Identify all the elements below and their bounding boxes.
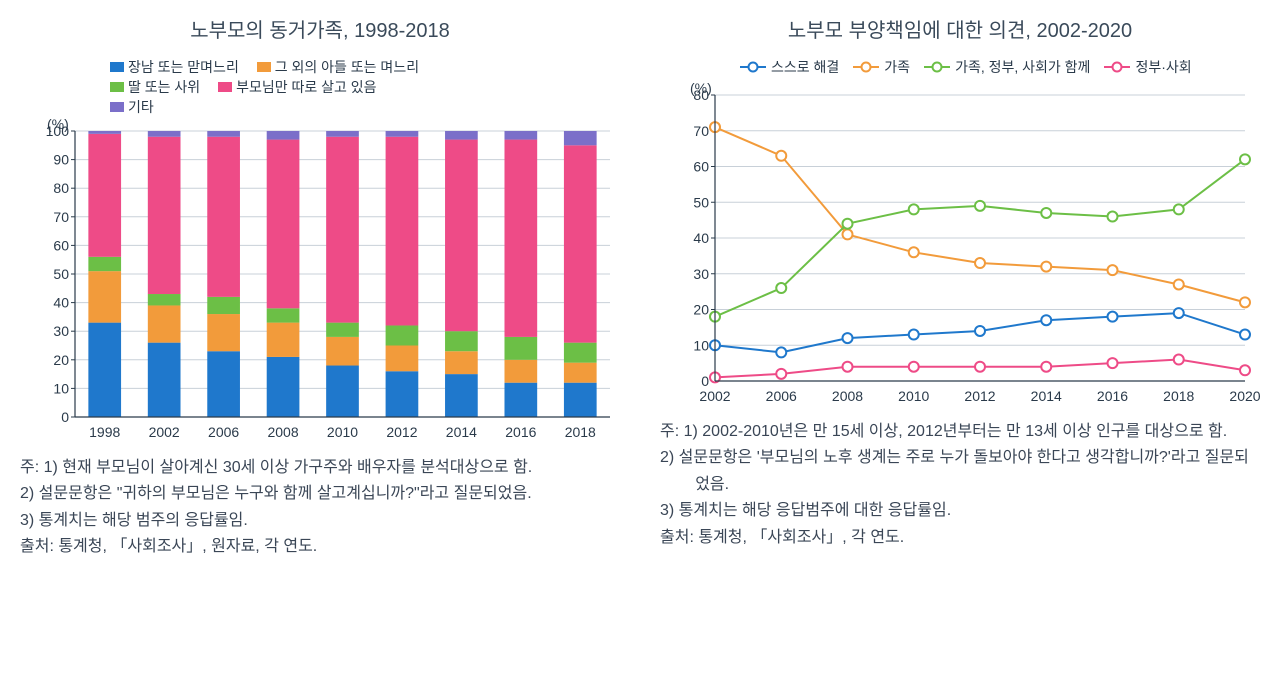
svg-text:2008: 2008: [832, 388, 863, 404]
note-line: 주: 1) 현재 부모님이 살아계신 30세 이상 가구주와 배우자를 분석대상…: [20, 455, 620, 481]
right-chart: (%)0102030405060708020022006200820102012…: [660, 81, 1260, 411]
left-legend: 장남 또는 맏며느리 그 외의 아들 또는 며느리 딸 또는 사위 부모님만 따…: [110, 57, 620, 117]
svg-text:20: 20: [53, 352, 69, 368]
legend-label: 딸 또는 사위: [128, 77, 200, 97]
note-line: 3) 통계치는 해당 응답범주에 대한 응답률임.: [660, 498, 1260, 524]
legend-item: 딸 또는 사위: [110, 77, 200, 97]
svg-text:1998: 1998: [89, 424, 120, 440]
legend-item: 그 외의 아들 또는 며느리: [257, 57, 419, 77]
svg-text:2006: 2006: [766, 388, 797, 404]
note-line: 주: 1) 2002-2010년은 만 15세 이상, 2012년부터는 만 1…: [660, 419, 1260, 445]
legend-item: 가족, 정부, 사회가 함께: [924, 57, 1090, 77]
svg-text:2018: 2018: [565, 424, 596, 440]
legend-label: 그 외의 아들 또는 며느리: [275, 57, 419, 77]
right-panel: 노부모 부양책임에 대한 의견, 2002-2020 스스로 해결 가족 가족, 정…: [660, 10, 1260, 561]
svg-text:80: 80: [693, 87, 709, 103]
right-notes: 주: 1) 2002-2010년은 만 15세 이상, 2012년부터는 만 1…: [660, 419, 1260, 551]
legend-item: 장남 또는 맏며느리: [110, 57, 239, 77]
svg-text:2014: 2014: [1031, 388, 1062, 404]
svg-text:40: 40: [53, 295, 69, 311]
svg-text:2012: 2012: [386, 424, 417, 440]
svg-text:10: 10: [693, 337, 709, 353]
svg-text:2002: 2002: [149, 424, 180, 440]
svg-text:30: 30: [53, 323, 69, 339]
legend-item: 정부·사회: [1104, 57, 1191, 77]
svg-text:2016: 2016: [505, 424, 536, 440]
legend-item: 스스로 해결: [740, 57, 839, 77]
svg-text:2002: 2002: [699, 388, 730, 404]
svg-text:0: 0: [61, 409, 69, 425]
svg-text:2016: 2016: [1097, 388, 1128, 404]
svg-text:2012: 2012: [964, 388, 995, 404]
right-legend: 스스로 해결 가족 가족, 정부, 사회가 함께 정부·사회: [740, 57, 1260, 77]
svg-text:70: 70: [693, 123, 709, 139]
svg-text:2010: 2010: [327, 424, 358, 440]
svg-text:2010: 2010: [898, 388, 929, 404]
svg-text:20: 20: [693, 302, 709, 318]
svg-text:100: 100: [46, 123, 70, 139]
svg-text:10: 10: [53, 380, 69, 396]
svg-text:2020: 2020: [1229, 388, 1260, 404]
charts-row: 노부모의 동거가족, 1998-2018 장남 또는 맏며느리 그 외의 아들 …: [20, 10, 1260, 561]
svg-text:70: 70: [53, 209, 69, 225]
note-source: 출처: 통계청, 「사회조사」, 원자료, 각 연도.: [20, 534, 620, 560]
svg-text:2006: 2006: [208, 424, 239, 440]
note-source: 출처: 통계청, 「사회조사」, 각 연도.: [660, 525, 1260, 551]
left-panel: 노부모의 동거가족, 1998-2018 장남 또는 맏며느리 그 외의 아들 …: [20, 10, 620, 561]
legend-item: 기타: [110, 97, 154, 117]
legend-item: 부모님만 따로 살고 있음: [218, 77, 376, 97]
svg-text:2014: 2014: [446, 424, 477, 440]
svg-text:60: 60: [53, 237, 69, 253]
svg-text:50: 50: [53, 266, 69, 282]
legend-label: 장남 또는 맏며느리: [128, 57, 239, 77]
note-line: 2) 설문문항은 "귀하의 부모님은 누구와 함께 살고계십니까?"라고 질문되…: [20, 481, 620, 507]
svg-text:90: 90: [53, 152, 69, 168]
svg-text:40: 40: [693, 230, 709, 246]
legend-label: 부모님만 따로 살고 있음: [236, 77, 376, 97]
svg-text:2008: 2008: [267, 424, 298, 440]
svg-text:0: 0: [701, 373, 709, 389]
note-line: 2) 설문문항은 '부모님의 노후 생계는 주로 누가 돌보아야 한다고 생각합…: [660, 445, 1260, 498]
left-notes: 주: 1) 현재 부모님이 살아계신 30세 이상 가구주와 배우자를 분석대상…: [20, 455, 620, 561]
svg-text:2018: 2018: [1163, 388, 1194, 404]
legend-label: 기타: [128, 97, 154, 117]
svg-text:30: 30: [693, 266, 709, 282]
svg-text:60: 60: [693, 159, 709, 175]
left-title: 노부모의 동거가족, 1998-2018: [20, 14, 620, 43]
svg-text:50: 50: [693, 194, 709, 210]
note-line: 3) 통계치는 해당 범주의 응답률임.: [20, 508, 620, 534]
right-title: 노부모 부양책임에 대한 의견, 2002-2020: [660, 14, 1260, 43]
svg-text:80: 80: [53, 180, 69, 196]
left-chart: (%)0102030405060708090100199820022006200…: [20, 117, 620, 447]
legend-item: 가족: [853, 57, 910, 77]
